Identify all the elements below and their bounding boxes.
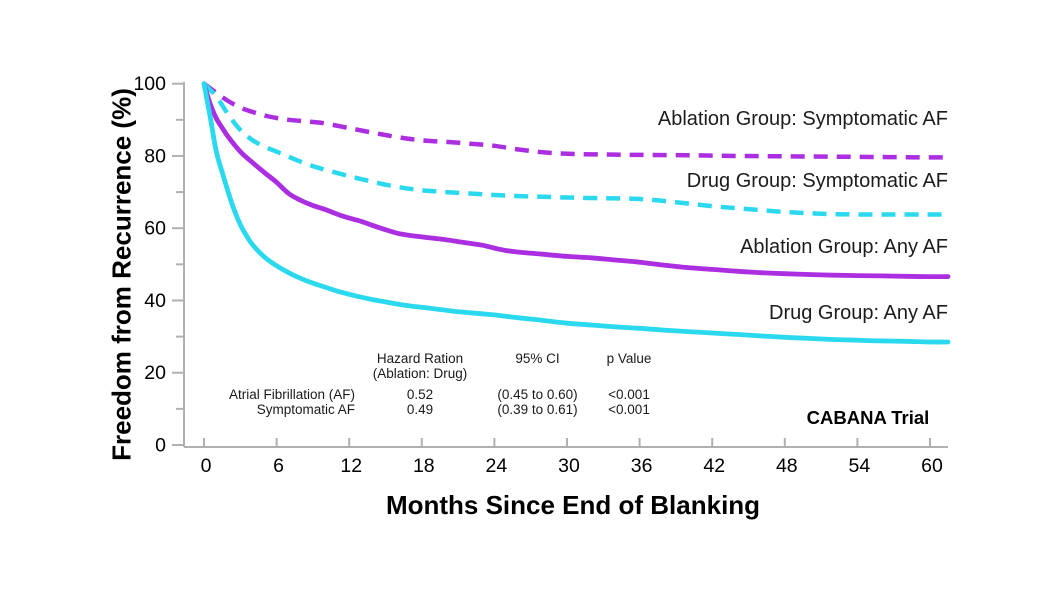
curve-ablation-symptomatic-af: [202, 81, 949, 160]
y-tick-label: 100: [133, 73, 166, 95]
hazard-ratio-header-line1: Hazard Ration: [376, 351, 464, 366]
curve-label-drug-symptomatic: Drug Group: Symptomatic AF: [686, 170, 948, 192]
x-tick-label: 30: [558, 455, 580, 477]
x-tick-label: 54: [849, 455, 871, 477]
x-tick-label: 48: [776, 455, 798, 477]
curve-drug-symptomatic-af: [202, 82, 948, 217]
y-axis-title: Freedom from Recurrence (%): [106, 88, 137, 461]
curve-ablation-any-af: [201, 81, 951, 280]
row-label: Atrial Fibrillation (AF): [228, 387, 355, 402]
curve-label-ablation-any: Ablation Group: Any AF: [740, 236, 948, 258]
table-header-p-value: p Value: [606, 351, 652, 366]
x-tick-label: 60: [921, 455, 943, 477]
row-p-value: <0.001: [608, 401, 650, 417]
y-tick-label: 20: [144, 362, 166, 384]
x-tick-label: 36: [631, 455, 653, 477]
y-tick-label: 0: [155, 435, 166, 457]
table-header-hazard-ratio: Hazard Ration (Ablation: Drug): [355, 351, 485, 381]
curve-label-ablation-symptomatic: Ablation Group: Symptomatic AF: [657, 108, 948, 130]
y-tick-label: 80: [144, 145, 166, 167]
x-tick-label: 42: [703, 455, 725, 477]
x-tick-label: 12: [340, 455, 362, 477]
x-tick-label: 24: [486, 455, 508, 477]
row-hazard-ratio: 0.49: [406, 401, 434, 417]
table-row: Atrial Fibrillation (AF) 0.52 (0.45 to 0…: [195, 387, 668, 403]
table-body: Atrial Fibrillation (AF) 0.52 (0.45 to 0…: [195, 387, 668, 418]
x-tick-label: 18: [413, 455, 435, 477]
trial-name-label: CABANA Trial: [806, 407, 930, 428]
row-ci: (0.39 to 0.61): [497, 401, 578, 417]
x-tick-label: 0: [201, 455, 212, 477]
hazard-ratio-table: Hazard Ration (Ablation: Drug) 95% CI p …: [195, 351, 668, 418]
hazard-ratio-header-line2: (Ablation: Drug): [372, 365, 468, 381]
row-p-value: <0.001: [608, 387, 650, 402]
row-label: Symptomatic AF: [256, 401, 355, 417]
table-header-row: Hazard Ration (Ablation: Drug) 95% CI p …: [195, 351, 668, 381]
table-header-ci: 95% CI: [515, 351, 560, 366]
table-header-spacer: [195, 352, 355, 381]
row-ci: (0.45 to 0.60): [497, 387, 578, 402]
x-tick-label: 6: [273, 455, 284, 477]
x-axis-title: Months Since End of Blanking: [385, 490, 761, 520]
curve-label-drug-any: Drug Group: Any AF: [769, 302, 948, 324]
y-tick-label: 40: [144, 290, 166, 312]
curve-drug-any-af: [201, 81, 951, 345]
row-hazard-ratio: 0.52: [406, 387, 434, 402]
y-tick-label: 60: [144, 218, 166, 240]
table-row: Symptomatic AF 0.49 (0.39 to 0.61) <0.00…: [195, 401, 668, 418]
